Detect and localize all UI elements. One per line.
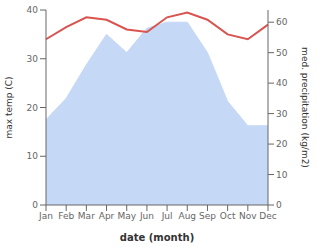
- svg-text:40: 40: [27, 5, 39, 15]
- svg-text:20: 20: [27, 103, 39, 113]
- svg-text:Sep: Sep: [199, 211, 216, 221]
- svg-text:date (month): date (month): [120, 232, 194, 243]
- svg-text:Aug: Aug: [178, 211, 196, 221]
- svg-text:50: 50: [276, 48, 288, 58]
- svg-text:Apr: Apr: [99, 211, 115, 221]
- svg-text:Oct: Oct: [220, 211, 236, 221]
- svg-text:60: 60: [276, 17, 288, 27]
- svg-text:0: 0: [32, 200, 38, 210]
- svg-text:40: 40: [276, 78, 288, 88]
- svg-text:30: 30: [276, 109, 288, 119]
- svg-text:Jun: Jun: [139, 211, 154, 221]
- svg-text:10: 10: [27, 151, 39, 161]
- svg-text:20: 20: [276, 139, 288, 149]
- svg-text:10: 10: [276, 170, 288, 180]
- svg-text:Feb: Feb: [58, 211, 74, 221]
- svg-text:Dec: Dec: [259, 211, 276, 221]
- svg-text:0: 0: [276, 200, 282, 210]
- svg-text:Jul: Jul: [161, 211, 173, 221]
- svg-text:Jan: Jan: [38, 211, 53, 221]
- svg-text:30: 30: [27, 54, 39, 64]
- svg-text:med. precipitation (kg/m2): med. precipitation (kg/m2): [300, 47, 310, 168]
- svg-text:max temp (C): max temp (C): [8, 76, 14, 138]
- svg-text:Nov: Nov: [239, 211, 257, 221]
- svg-text:May: May: [117, 211, 136, 221]
- svg-text:Mar: Mar: [78, 211, 95, 221]
